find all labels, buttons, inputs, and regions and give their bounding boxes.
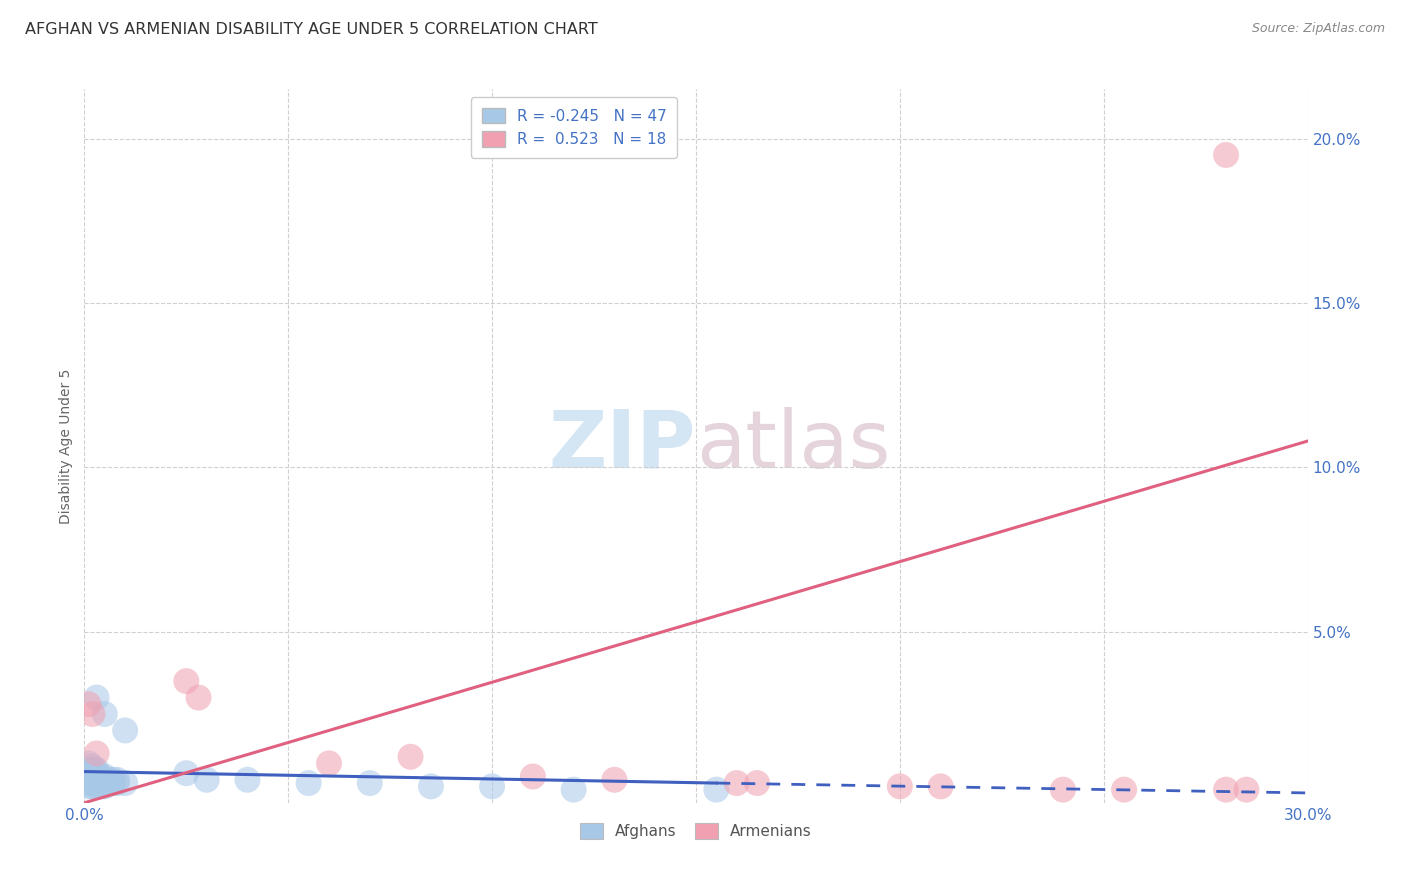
Point [1215, 782, 1237, 797]
Point [236, 772, 259, 787]
Point [90, 780, 112, 794]
Point [1215, 148, 1237, 162]
Point [82, 759, 104, 773]
Point [298, 776, 321, 790]
Point [90, 772, 112, 787]
Point [725, 776, 748, 790]
Point [522, 770, 544, 784]
Point [889, 780, 911, 794]
Legend: Afghans, Armenians: Afghans, Armenians [574, 817, 818, 845]
Point [86, 690, 108, 705]
Point [318, 756, 340, 771]
Point [82, 770, 104, 784]
Point [1236, 782, 1258, 797]
Point [481, 780, 503, 794]
Text: atlas: atlas [696, 407, 890, 485]
Point [706, 782, 728, 797]
Point [114, 723, 136, 738]
Text: Source: ZipAtlas.com: Source: ZipAtlas.com [1251, 22, 1385, 36]
Point [82, 772, 104, 787]
Point [77, 766, 100, 780]
Point [77, 697, 100, 711]
Point [1114, 782, 1136, 797]
Point [82, 706, 104, 721]
Point [86, 770, 108, 784]
Point [114, 776, 136, 790]
Point [86, 772, 108, 787]
Point [86, 763, 108, 777]
Point [90, 776, 112, 790]
Point [1052, 782, 1074, 797]
Point [747, 776, 769, 790]
Y-axis label: Disability Age Under 5: Disability Age Under 5 [59, 368, 73, 524]
Point [93, 770, 115, 784]
Point [93, 706, 115, 721]
Text: AFGHAN VS ARMENIAN DISABILITY AGE UNDER 5 CORRELATION CHART: AFGHAN VS ARMENIAN DISABILITY AGE UNDER … [25, 22, 598, 37]
Point [77, 770, 100, 784]
Point [174, 674, 197, 689]
Point [82, 763, 104, 777]
Point [101, 776, 124, 790]
Point [929, 780, 952, 794]
Point [77, 772, 100, 787]
Point [82, 776, 104, 790]
Point [562, 782, 585, 797]
Point [420, 780, 443, 794]
Point [603, 772, 626, 787]
Point [187, 690, 209, 705]
Point [86, 747, 108, 761]
Point [97, 776, 120, 790]
Point [77, 780, 100, 794]
Text: ZIP: ZIP [548, 407, 696, 485]
Point [90, 770, 112, 784]
Point [195, 772, 218, 787]
Point [105, 776, 128, 790]
Point [86, 776, 108, 790]
Point [93, 780, 115, 794]
Point [105, 772, 128, 787]
Point [77, 756, 100, 771]
Point [77, 763, 100, 777]
Point [101, 772, 124, 787]
Point [86, 766, 108, 780]
Point [93, 776, 115, 790]
Point [97, 772, 120, 787]
Point [93, 772, 115, 787]
Point [359, 776, 381, 790]
Point [82, 780, 104, 794]
Point [82, 766, 104, 780]
Point [86, 780, 108, 794]
Point [174, 766, 197, 780]
Point [399, 749, 422, 764]
Point [77, 776, 100, 790]
